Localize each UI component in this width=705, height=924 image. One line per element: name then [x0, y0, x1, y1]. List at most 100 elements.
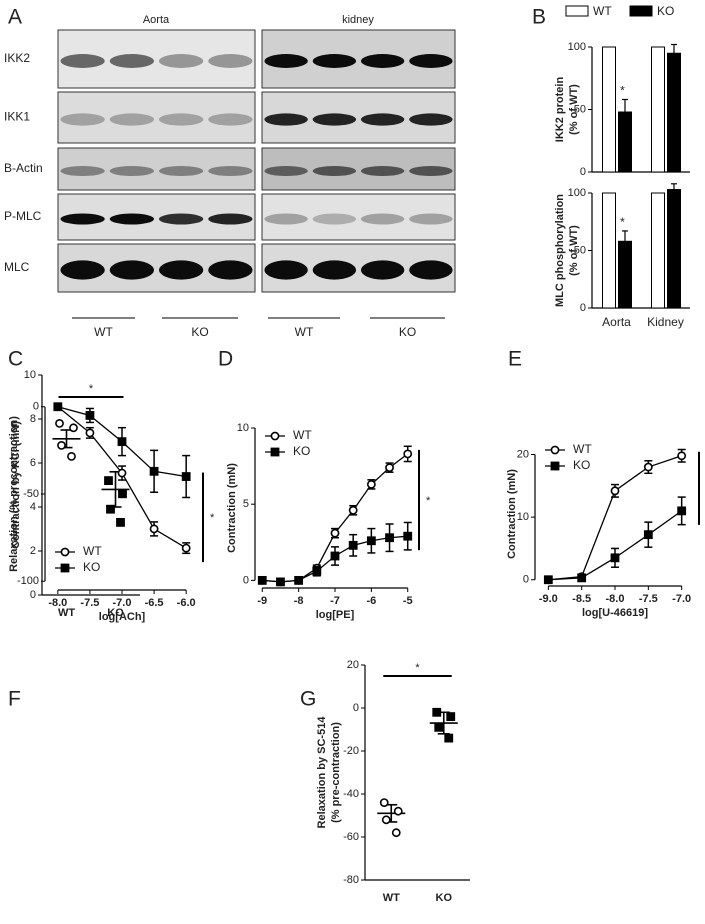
- y-axis-label: (% of WT): [568, 225, 580, 276]
- x-tick-label: -8.5: [572, 593, 591, 605]
- point: [149, 524, 159, 534]
- legend-swatch: [565, 5, 589, 17]
- y-tick-label: -40: [343, 788, 359, 800]
- point: [444, 733, 454, 743]
- blot-band: [60, 260, 105, 280]
- x-tick-label: -5: [403, 595, 413, 607]
- point: [117, 437, 127, 447]
- blot-band: [264, 113, 308, 126]
- point: [257, 575, 267, 585]
- blot-band: [109, 260, 155, 280]
- blot-band: [312, 54, 357, 68]
- blot-band: [60, 165, 105, 177]
- point: [677, 451, 687, 461]
- blot-band: [264, 213, 308, 225]
- significance-label: *: [89, 383, 94, 395]
- point: [60, 563, 70, 573]
- point: [577, 573, 587, 583]
- y-tick-label: 10: [517, 511, 529, 523]
- point: [385, 463, 394, 473]
- y-axis-label: MLC phosphorylation: [554, 194, 566, 307]
- point: [550, 445, 560, 455]
- y-tick-label: 0: [580, 302, 586, 314]
- point: [117, 468, 127, 478]
- point: [149, 466, 159, 476]
- y-tick-label: 50: [574, 103, 586, 115]
- point: [181, 472, 191, 481]
- x-tick-label: -8.0: [606, 593, 625, 605]
- blot-band: [264, 260, 308, 280]
- x-axis-label: log[PE]: [316, 609, 355, 621]
- point: [348, 540, 358, 550]
- panel-letter: A: [8, 6, 22, 29]
- point: [57, 440, 66, 450]
- y-tick-label: 50: [574, 244, 586, 256]
- y-tick-label: 0: [243, 574, 249, 586]
- legend-label: WT: [83, 544, 102, 558]
- x-tick-label: -7.5: [639, 593, 658, 605]
- point: [69, 423, 78, 433]
- blot-band: [409, 54, 453, 68]
- x-tick-label: -9.0: [539, 593, 558, 605]
- blot-row-label: IKK2: [4, 51, 30, 65]
- blot-band: [109, 113, 155, 126]
- y-tick-label: 20: [517, 448, 529, 460]
- blot-band: [158, 165, 204, 177]
- point: [677, 506, 687, 516]
- point: [276, 577, 285, 587]
- blot-band: [312, 213, 357, 225]
- point: [403, 531, 413, 541]
- y-tick-label: 8: [30, 413, 36, 425]
- panel-letter: C: [8, 348, 23, 371]
- x-tick-label: -8.0: [48, 597, 67, 609]
- point: [270, 431, 280, 441]
- blot-band: [158, 260, 204, 280]
- legend-label: KO: [293, 444, 310, 458]
- point: [330, 551, 340, 561]
- point: [643, 530, 653, 540]
- blot-band: [360, 213, 405, 225]
- bar: [602, 46, 616, 173]
- blot-band: [60, 113, 105, 126]
- panel-letter: B: [532, 6, 546, 29]
- bar: [667, 189, 681, 309]
- blot-row-label: P-MLC: [4, 209, 42, 223]
- y-axis-label: Contraction (mN): [226, 463, 238, 553]
- series-line: [548, 510, 683, 581]
- y-tick-label: -60: [343, 831, 359, 843]
- point: [294, 575, 304, 585]
- blot-band: [208, 260, 253, 280]
- blot-band: [158, 113, 204, 126]
- x-tick-label: -9: [257, 595, 267, 607]
- blot-band: [360, 113, 405, 126]
- x-tick-label: KO: [436, 892, 453, 904]
- blot-band: [360, 54, 405, 68]
- x-tick-label: -7: [330, 595, 340, 607]
- blot-row-label: IKK1: [4, 110, 30, 124]
- blot-band: [312, 260, 357, 280]
- group-label: WT: [295, 325, 314, 339]
- blot-band: [109, 213, 155, 225]
- x-tick-label: Aorta: [602, 315, 631, 329]
- group-label: KO: [191, 325, 208, 339]
- blot-band: [109, 54, 155, 68]
- blot-column: kidney: [342, 14, 374, 26]
- panel-letter: F: [8, 688, 21, 711]
- bar: [602, 192, 616, 309]
- blot-band: [208, 54, 253, 68]
- y-tick-label: 10: [237, 422, 249, 434]
- blot-row-label: B-Actin: [4, 161, 43, 175]
- point: [85, 411, 95, 420]
- y-tick-label: -20: [343, 745, 359, 757]
- point: [106, 504, 115, 514]
- blot-band: [264, 165, 308, 177]
- group-label: WT: [94, 325, 113, 339]
- point: [446, 712, 456, 721]
- blot-band: [360, 260, 405, 280]
- blot-band: [409, 165, 453, 177]
- point: [550, 461, 560, 471]
- y-tick-label: 0: [580, 166, 586, 178]
- significance-label: *: [210, 512, 215, 524]
- legend-label: WT: [293, 428, 312, 442]
- blot-band: [264, 54, 308, 68]
